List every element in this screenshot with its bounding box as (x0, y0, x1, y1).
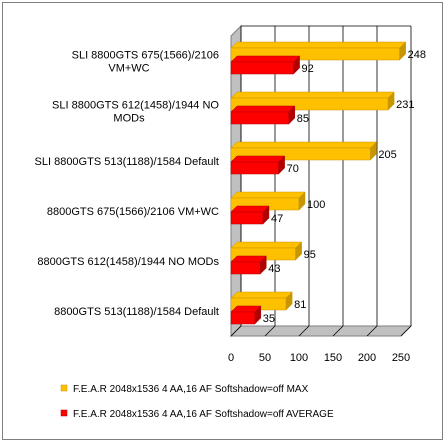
x-tick-label: 100 (290, 352, 308, 364)
category-label: MODs (113, 113, 145, 125)
bar-end-face (285, 291, 293, 311)
bar-top-face (230, 91, 395, 99)
bar-top-face (230, 105, 296, 113)
legend-entry: F.E.A.R 2048x1536 4 AA,16 AF Softshadow=… (73, 409, 334, 420)
data-label: 47 (271, 213, 283, 225)
bar-end-face (259, 255, 267, 275)
floor-gridline (264, 325, 276, 337)
legend-swatch (60, 409, 68, 417)
data-label: 248 (408, 49, 426, 61)
data-label: 81 (294, 299, 306, 311)
category-label: SLI 8800GTS 513(1188)/1584 Default (35, 156, 219, 168)
x-tick-label: 150 (324, 352, 342, 364)
x-tick-label: 0 (228, 352, 234, 364)
floor-gridline (332, 325, 344, 337)
bar-average (230, 111, 290, 125)
bar-top-face (230, 205, 270, 213)
bar-top-face (230, 155, 286, 163)
bar-end-face (399, 41, 406, 61)
bar-end-face (295, 241, 302, 261)
data-label: 70 (287, 163, 299, 175)
data-label: 95 (304, 249, 316, 261)
legend-entry: F.E.A.R 2048x1536 4 AA,16 AF Softshadow=… (73, 384, 309, 395)
bar-average (230, 261, 261, 275)
floor-gridline (400, 325, 412, 337)
bar-top-face (230, 55, 301, 63)
bar-end-face (370, 141, 377, 161)
data-label: 100 (307, 199, 325, 211)
data-label: 205 (378, 149, 396, 161)
data-label: 92 (302, 63, 314, 75)
category-label: VM+WC (108, 63, 149, 75)
bar-top-face (230, 41, 407, 49)
floor-gridline (298, 325, 310, 337)
category-label: 8800GTS 675(1566)/2106 VM+WC (47, 206, 219, 218)
bar-average (230, 211, 264, 225)
chart-frame: 248 92 SLI 8800GTS 675(1566)/2106 VM+WC 231 8… (2, 2, 443, 440)
category-label: 8800GTS 612(1458)/1944 NO MODs (37, 256, 219, 268)
bar-end-face (298, 191, 306, 211)
plot-floor (229, 325, 413, 337)
legend-swatch (60, 384, 68, 392)
bar-end-face (293, 55, 300, 75)
x-tick-label: 200 (358, 352, 376, 364)
floor-gridline (230, 325, 242, 337)
bar-average (230, 61, 294, 75)
category-label: SLI 8800GTS 675(1566)/2106 (72, 50, 219, 62)
data-label: 35 (263, 313, 275, 325)
data-label: 231 (396, 99, 414, 111)
category-label: 8800GTS 513(1188)/1584 Default (54, 306, 219, 318)
bar-average (230, 311, 256, 325)
bar-end-face (288, 105, 296, 125)
bar-top-face (230, 241, 303, 249)
bar-top-face (230, 141, 378, 149)
floor-gridline (366, 325, 378, 337)
category-label: SLI 8800GTS 612(1458)/1944 NO (52, 100, 219, 112)
x-tick-label: 50 (259, 352, 271, 364)
bar-end-face (254, 305, 262, 325)
bar-end-face (387, 91, 395, 111)
data-label: 43 (268, 263, 280, 275)
data-label: 85 (297, 113, 309, 125)
bar-top-face (230, 191, 306, 199)
bar-top-face (230, 291, 293, 299)
bar-average (230, 161, 279, 175)
x-tick-label: 250 (392, 352, 410, 364)
bar-end-face (262, 205, 270, 225)
bar-end-face (278, 155, 285, 175)
